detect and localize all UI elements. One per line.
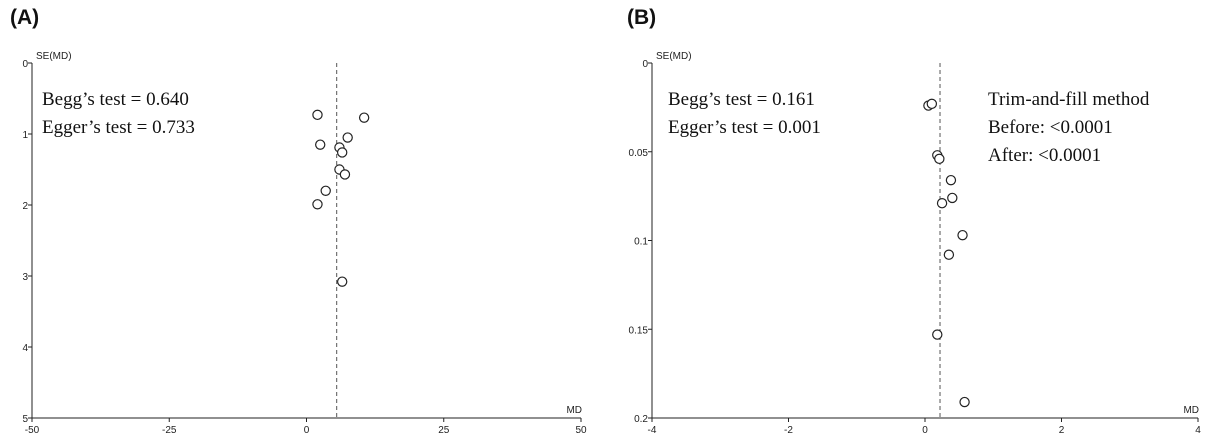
panel-a-study-point	[312, 109, 323, 121]
panel-a-study-point	[320, 185, 331, 196]
panel-a-study-point	[336, 276, 348, 287]
panel-b-study-point	[959, 396, 970, 408]
panel-a-x-tick-label: 0	[304, 425, 310, 436]
panel-a-x-axis-title: MD	[566, 405, 582, 416]
panel-a-y-axis-title: SE(MD)	[36, 51, 72, 62]
panel-b-study-point	[934, 153, 945, 165]
panel-a-label: (A)	[10, 6, 40, 29]
panel-b-label: (B)	[627, 6, 657, 29]
panel-b-y-tick-label: 0.1	[634, 237, 648, 248]
panel-b-study-point	[945, 174, 957, 186]
panel-b-y-tick-label: 0.15	[629, 325, 649, 336]
panel-b-x-tick-label: 2	[1059, 425, 1065, 436]
panel-a-x-tick-label: 25	[438, 425, 450, 436]
panel-a-x-tick-label: 50	[575, 425, 587, 436]
panel-a-y-tick-label: 3	[22, 272, 28, 283]
panel-a-y-tick-label: 5	[22, 414, 28, 425]
panel-a-study-point	[358, 112, 370, 123]
panel-a-study-point	[339, 169, 351, 180]
panel-a-x-tick-label: -25	[162, 425, 177, 436]
panel-b-study-point	[957, 229, 968, 241]
panel-a-study-point	[315, 139, 326, 150]
panel-b-study-point	[926, 98, 938, 110]
panel-a-study-point	[336, 147, 348, 158]
panel-a-y-tick-label: 0	[22, 59, 28, 70]
panel-b-study-point	[936, 198, 948, 209]
panel-b-y-tick-label: 0	[642, 59, 648, 70]
panel-b-y-tick-label: 0.2	[634, 414, 648, 425]
panel-b-x-tick-label: -2	[784, 425, 793, 436]
panel-b-study-point	[932, 329, 943, 340]
panel-b-x-tick-label: -4	[648, 425, 657, 436]
panel-a-y-tick-label: 1	[22, 130, 28, 141]
panel-b-y-tick-label: 0.05	[629, 148, 649, 159]
panel-b-test-annotation: Egger’s test = 0.001	[668, 117, 821, 138]
panel-b-study-point	[943, 249, 955, 260]
panel-a-y-tick-label: 2	[22, 201, 28, 212]
panel-b-trim-fill-annotation: Before: <0.0001	[988, 117, 1113, 138]
panel-b-y-axis-title: SE(MD)	[656, 51, 692, 62]
panel-a-study-point	[342, 132, 353, 143]
panel-a-x-tick-label: -50	[25, 425, 40, 436]
panel-b-x-tick-label: 0	[922, 425, 928, 436]
panel-b-x-axis-title: MD	[1183, 405, 1199, 416]
panel-a-study-point	[312, 199, 323, 210]
panel-b-x-tick-label: 4	[1195, 425, 1201, 436]
panel-a-test-annotation: Egger’s test = 0.733	[42, 117, 195, 138]
panel-b-trim-fill-annotation: After: <0.0001	[988, 145, 1101, 166]
panel-a-test-annotation: Begg’s test = 0.640	[42, 89, 189, 110]
panel-b-study-point	[947, 192, 958, 204]
panel-a-y-tick-label: 4	[22, 343, 28, 354]
panel-b-test-annotation: Begg’s test = 0.161	[668, 89, 815, 110]
panel-b-trim-fill-annotation: Trim-and-fill method	[988, 89, 1150, 110]
